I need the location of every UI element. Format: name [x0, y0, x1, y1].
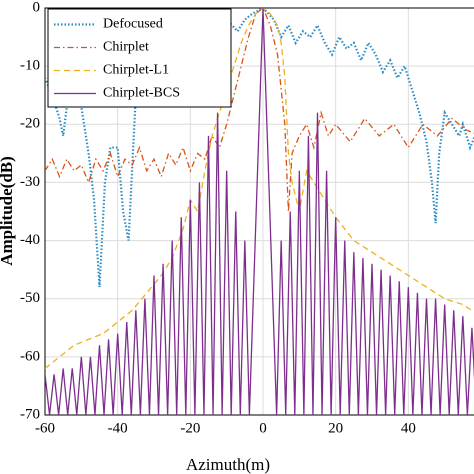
series-line	[45, 8, 474, 369]
y-tick-label: -50	[20, 290, 40, 306]
y-tick-label: -20	[20, 116, 40, 132]
y-tick-label: -10	[20, 58, 40, 74]
y-tick-label: -60	[20, 348, 40, 364]
series-line	[45, 8, 474, 212]
x-tick-label: -60	[35, 420, 55, 436]
series-line	[45, 8, 474, 415]
y-axis-label: Amplitude(dB)	[0, 156, 16, 266]
legend-label: Chirplet-L1	[103, 63, 169, 78]
legend: Defocused Chirplet Chirplet-L1 Chirplet-BCS	[47, 8, 232, 108]
plot-lines	[45, 8, 474, 415]
y-tick-label: -70	[20, 406, 40, 422]
series-line	[45, 8, 474, 288]
y-tick-label: 0	[33, 0, 41, 15]
legend-label: Defocused	[103, 17, 163, 32]
x-tick-label: -20	[180, 420, 200, 436]
y-tick-label: -40	[20, 232, 40, 248]
x-tick-label: -40	[108, 420, 128, 436]
legend-label: Chirplet	[103, 40, 149, 55]
legend-label: Chirplet-BCS	[103, 86, 180, 101]
x-axis-label: Azimuth(m)	[186, 455, 270, 474]
x-tick-label: 40	[401, 420, 416, 436]
x-tick-label: 20	[328, 420, 343, 436]
y-tick-label: -30	[20, 174, 40, 190]
x-tick-label: 0	[259, 420, 267, 436]
